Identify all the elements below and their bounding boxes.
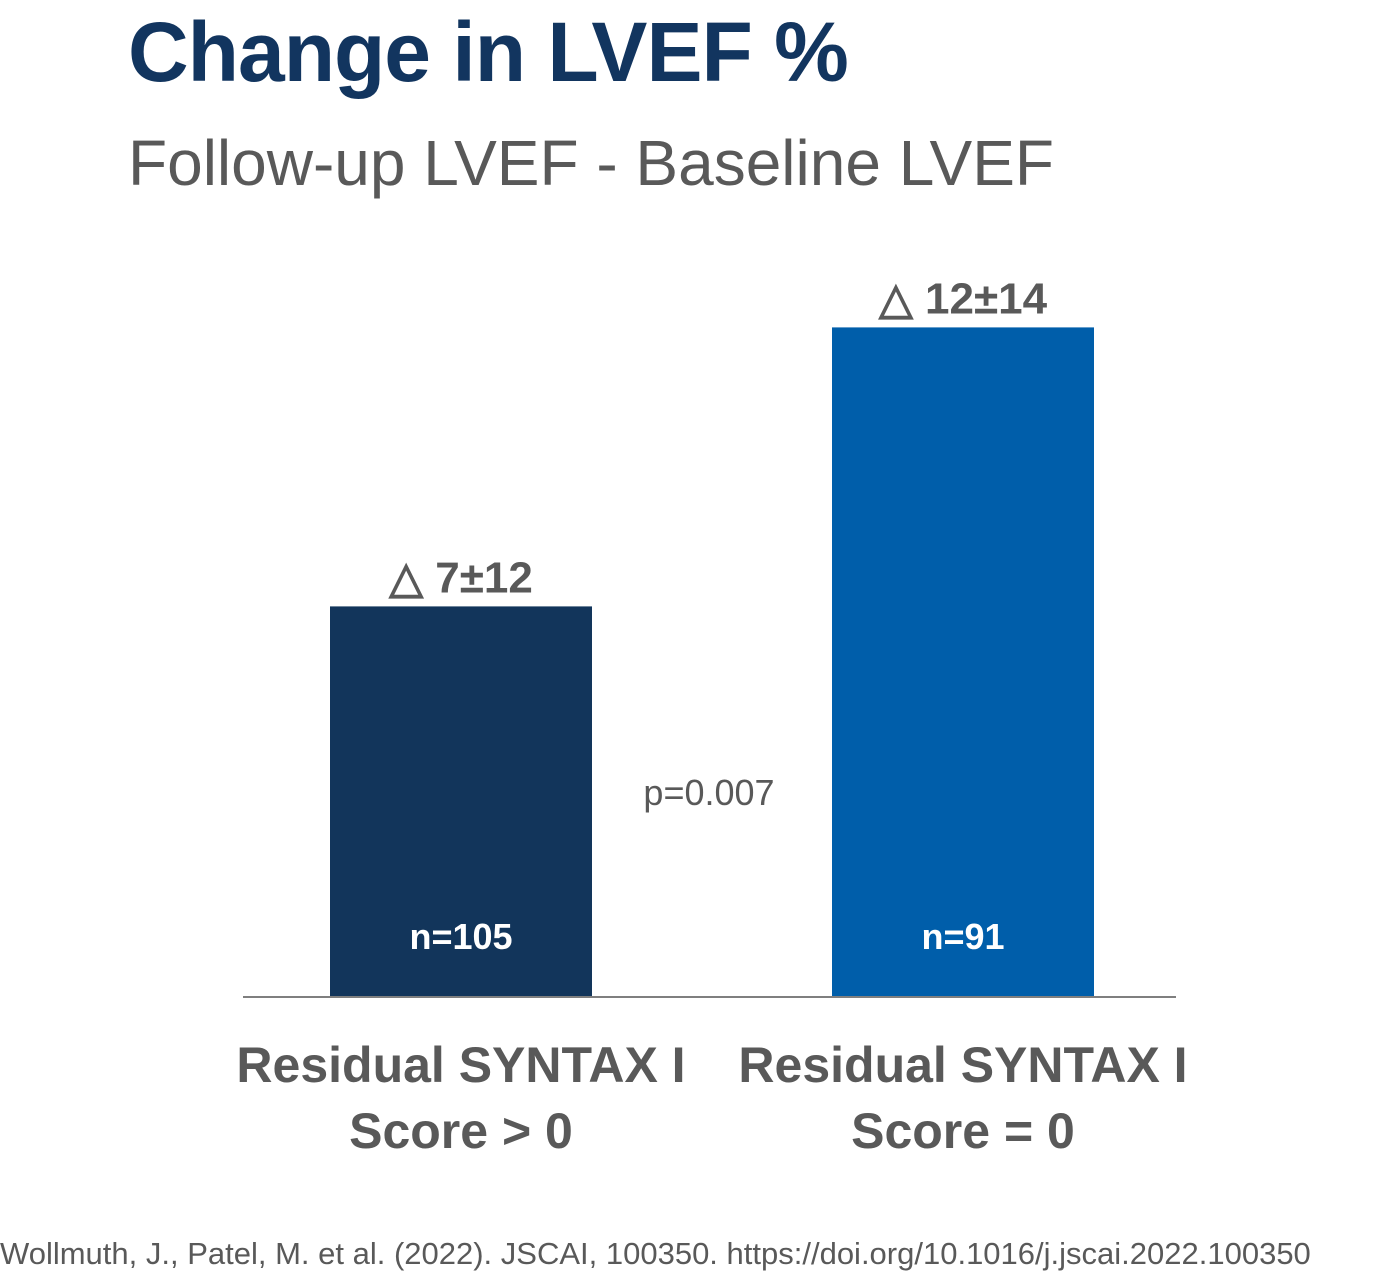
bars-layer: △ 7±12 n=105 Residual SYNTAX I Score > 0 △ 1… [236,274,1187,1159]
bar-value-label-1: △ 7±12 [388,553,533,602]
bar-n-label-2: n=91 [921,916,1004,957]
chart-subtitle: Follow-up LVEF - Baseline LVEF [128,127,1054,199]
bar-value-label-2: △ 12±14 [878,274,1048,323]
category-label-1-line-1: Residual SYNTAX I [236,1037,685,1093]
p-value-annotation: p=0.007 [643,772,774,813]
category-label-2-line-2: Score = 0 [851,1103,1075,1159]
category-label-1-line-2: Score > 0 [349,1103,573,1159]
bar-1 [330,606,592,997]
bar-2 [832,327,1094,997]
bar-n-label-1: n=105 [409,916,512,957]
citation-text: Wollmuth, J., Patel, M. et al. (2022). J… [0,1236,1311,1271]
category-label-2-line-1: Residual SYNTAX I [738,1037,1187,1093]
chart-title: Change in LVEF % [128,5,849,99]
